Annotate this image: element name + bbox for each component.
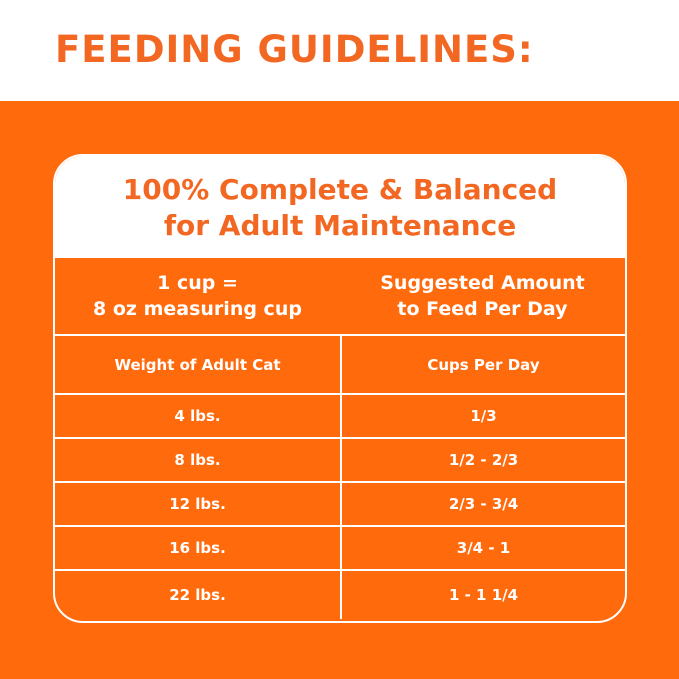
table-row: 16 lbs. 3/4 - 1 [55,525,625,569]
column-header-row: Weight of Adult Cat Cups Per Day [55,334,625,393]
cups-cell: 1/2 - 2/3 [340,439,625,481]
card-title-line: for Adult Maintenance [163,209,517,242]
card-title: 100% Complete & Balanced for Adult Maint… [55,156,625,256]
header-band [0,0,679,101]
cup-definition: 1 cup = 8 oz measuring cup [55,258,340,334]
table-row: 8 lbs. 1/2 - 2/3 [55,437,625,481]
page-title: FEEDING GUIDELINES: [55,28,534,71]
header-line: 1 cup = [157,272,238,294]
header-line: Suggested Amount [380,272,585,294]
table-row: 22 lbs. 1 - 1 1/4 [55,569,625,619]
cups-cell: 1 - 1 1/4 [340,571,625,619]
feeding-table-card: 100% Complete & Balanced for Adult Maint… [53,154,627,623]
table-row: 12 lbs. 2/3 - 3/4 [55,481,625,525]
cups-cell: 3/4 - 1 [340,527,625,569]
header-line: 8 oz measuring cup [93,298,302,320]
cups-cell: 1/3 [340,395,625,437]
table-row: 4 lbs. 1/3 [55,393,625,437]
weight-cell: 22 lbs. [169,586,226,604]
card-title-line: 100% Complete & Balanced [122,173,558,206]
header-line: to Feed Per Day [397,298,568,320]
column-header-weight: Weight of Adult Cat [114,355,281,374]
weight-cell: 12 lbs. [169,495,226,513]
weight-cell: 8 lbs. [174,451,221,469]
weight-cell: 16 lbs. [169,539,226,557]
weight-cell: 4 lbs. [174,407,221,425]
suggested-amount: Suggested Amount to Feed Per Day [340,258,625,334]
column-header-cups: Cups Per Day [340,336,625,393]
cups-cell: 2/3 - 3/4 [340,483,625,525]
table-header-row: 1 cup = 8 oz measuring cup Suggested Amou… [55,256,625,334]
